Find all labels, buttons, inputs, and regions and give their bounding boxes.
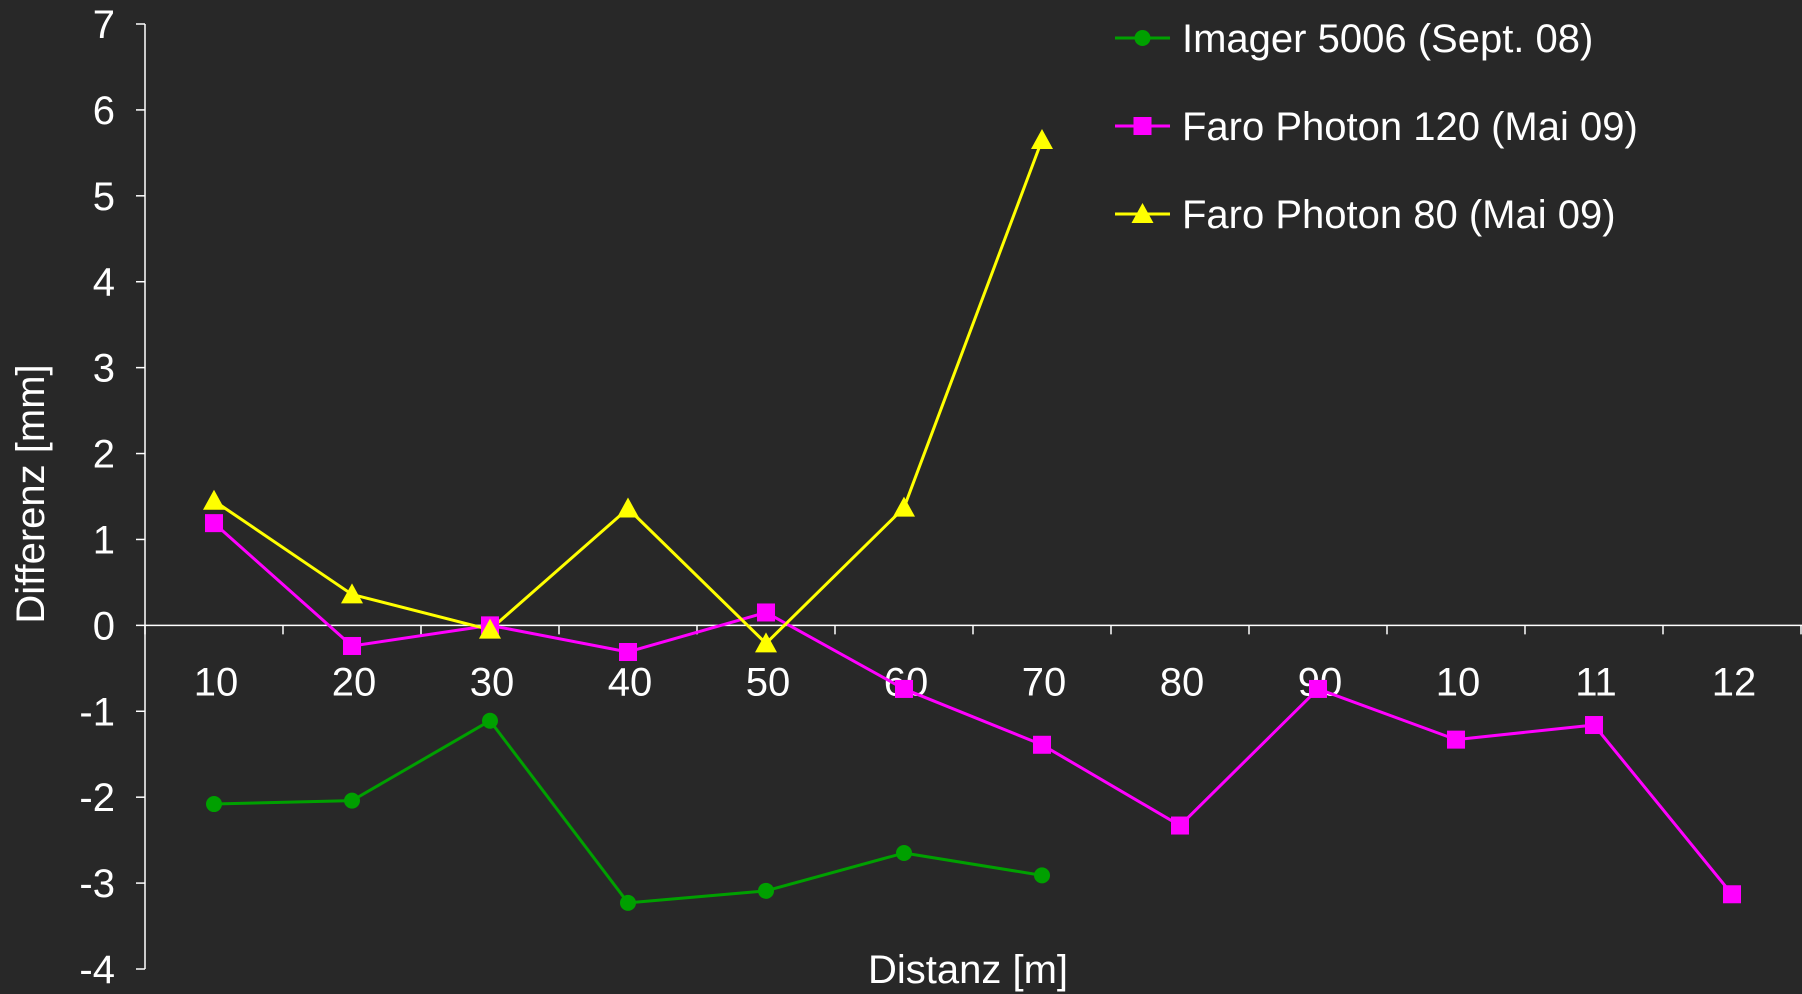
series-2-point xyxy=(757,603,775,622)
series-2-point xyxy=(1309,679,1327,698)
series-3-point xyxy=(893,496,915,517)
y-tick-label: 4 xyxy=(93,261,115,305)
y-tick-label: 1 xyxy=(93,518,115,562)
series-2-point xyxy=(1033,735,1051,754)
legend-label: Imager 5006 (Sept. 08) xyxy=(1182,17,1593,61)
series-lines xyxy=(213,139,1734,905)
series-1-point xyxy=(206,796,222,813)
y-tick-label: -3 xyxy=(79,862,115,906)
series-1-point xyxy=(344,792,360,809)
y-tick-label: 7 xyxy=(93,3,115,47)
series-2-point xyxy=(1585,716,1603,735)
legend: Imager 5006 (Sept. 08) Faro Photon 120 (M… xyxy=(1115,17,1638,237)
series-3-point xyxy=(1031,128,1053,149)
y-tick-label: -2 xyxy=(79,776,115,820)
series-1-point xyxy=(896,845,912,862)
series-2-point xyxy=(1171,816,1189,835)
series-1-point xyxy=(758,882,774,899)
x-tick-label: 70 xyxy=(1022,660,1067,704)
x-tick-label: 10 xyxy=(1436,660,1481,704)
series-2-point xyxy=(1447,730,1465,749)
series-3-point xyxy=(479,618,501,639)
legend-label: Faro Photon 120 (Mai 09) xyxy=(1182,105,1638,149)
series-3-line xyxy=(213,139,1044,645)
series-1-point xyxy=(482,712,498,729)
x-tick-label: 80 xyxy=(1160,660,1205,704)
y-tick-label: 0 xyxy=(93,604,115,648)
series-1-point xyxy=(1034,867,1050,884)
series-markers xyxy=(203,128,1741,911)
series-2-line xyxy=(213,522,1734,896)
y-tick-label: -4 xyxy=(79,948,115,992)
series-1-point xyxy=(620,894,636,911)
series-2-point xyxy=(619,642,637,661)
y-tick-label: 5 xyxy=(93,175,115,219)
series-2-point xyxy=(1723,885,1741,904)
series-2-point xyxy=(205,514,223,533)
y-tick-label: 6 xyxy=(93,89,115,133)
legend-label: Faro Photon 80 (Mai 09) xyxy=(1182,193,1616,237)
legend-marker xyxy=(1134,30,1151,46)
x-tick-label: 30 xyxy=(470,660,515,704)
series-3-point xyxy=(203,489,225,510)
series-3-point xyxy=(341,583,363,604)
y-tick-label: -1 xyxy=(79,690,115,734)
legend-marker xyxy=(1133,117,1152,135)
series-1-line xyxy=(213,719,1043,905)
x-tick-label: 40 xyxy=(608,660,653,704)
legend-marker xyxy=(1131,203,1154,223)
series-3-point xyxy=(755,632,777,653)
y-axis-title: Differenz [mm] xyxy=(9,364,53,623)
x-tick-label: 20 xyxy=(332,660,377,704)
series-2-point xyxy=(895,679,913,698)
x-tick-label: 50 xyxy=(746,660,791,704)
axes xyxy=(136,23,1802,970)
x-tick-label: 11 xyxy=(1575,660,1617,704)
y-tick-label: 3 xyxy=(93,347,115,391)
y-tick-labels: -4 -3 -2 -1 0 1 2 3 4 5 6 7 xyxy=(79,3,115,992)
x-axis-title: Distanz [m] xyxy=(868,948,1068,992)
x-tick-label: 10 xyxy=(194,660,239,704)
x-tick-labels: 102030405060708090101112 xyxy=(194,660,1757,704)
y-tick-label: 2 xyxy=(93,433,115,477)
x-tick-label: 12 xyxy=(1712,660,1757,704)
series-3-point xyxy=(617,497,639,518)
series-2-point xyxy=(343,636,361,655)
